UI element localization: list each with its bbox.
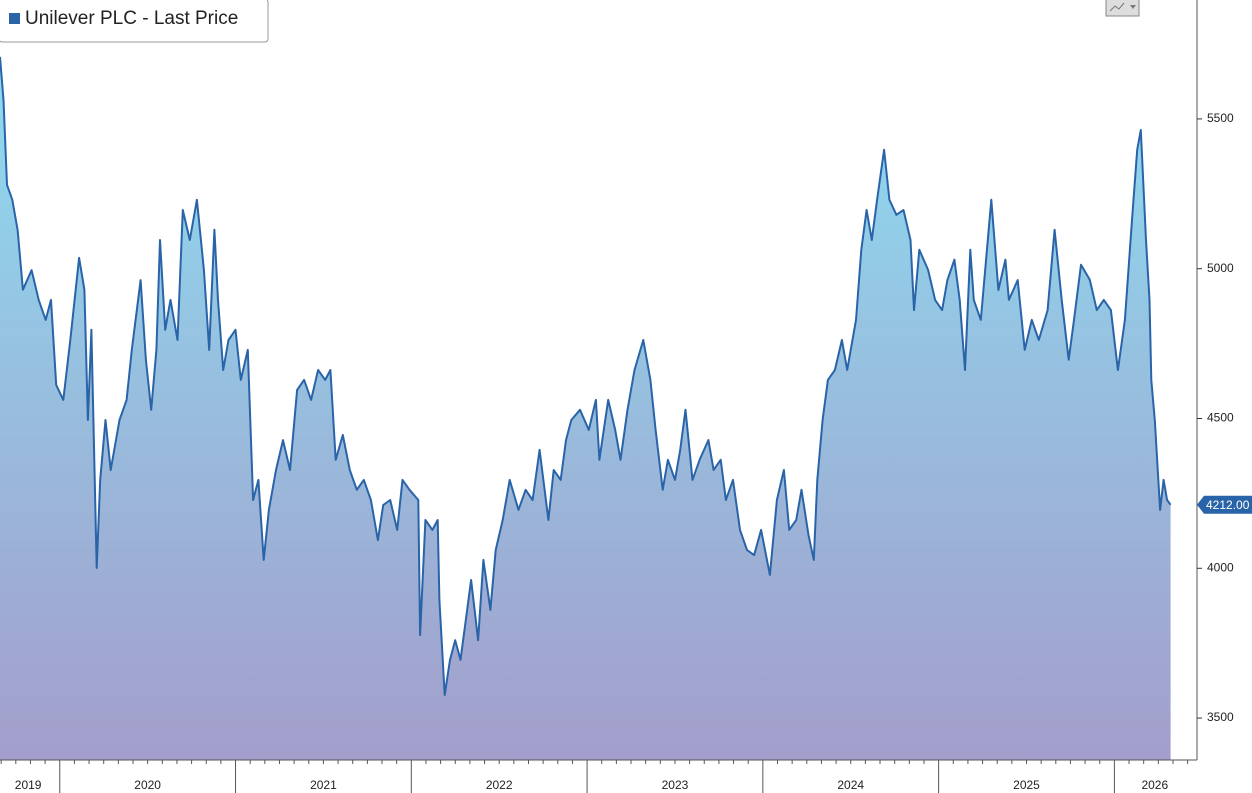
y-tick-label: 4000: [1207, 560, 1234, 574]
button-box[interactable]: [1105, 0, 1140, 17]
y-tick-label: 5000: [1207, 261, 1234, 275]
last-price-tag: [1197, 495, 1252, 514]
x-tick-label: 2026: [1141, 778, 1168, 792]
x-tick-label: 2024: [837, 778, 864, 792]
last-price-label: 4212.00: [1206, 498, 1250, 512]
area-fill: [0, 56, 1171, 760]
button-icon: [1109, 2, 1125, 12]
chart-type-button[interactable]: [1105, 0, 1140, 17]
x-tick-label: 2023: [662, 778, 689, 792]
x-tick-label: 2020: [134, 778, 161, 792]
button-arrow: [1130, 5, 1136, 9]
x-tick-label: 2019: [15, 778, 42, 792]
plot-area: [0, 56, 1172, 760]
price-line: [0, 56, 1172, 696]
legend-box: [0, 0, 269, 43]
x-tick-label: 2025: [1013, 778, 1040, 792]
x-tick-label: 2022: [486, 778, 513, 792]
legend-label: Unilever PLC - Last Price: [25, 8, 238, 29]
legend: Unilever PLC - Last Price: [0, 0, 269, 43]
y-tick-label: 5500: [1207, 111, 1234, 125]
y-tick-label: 4500: [1207, 411, 1234, 425]
y-tick-label: 3500: [1207, 710, 1234, 724]
legend-swatch: [9, 13, 20, 24]
x-tick-label: 2021: [310, 778, 337, 792]
